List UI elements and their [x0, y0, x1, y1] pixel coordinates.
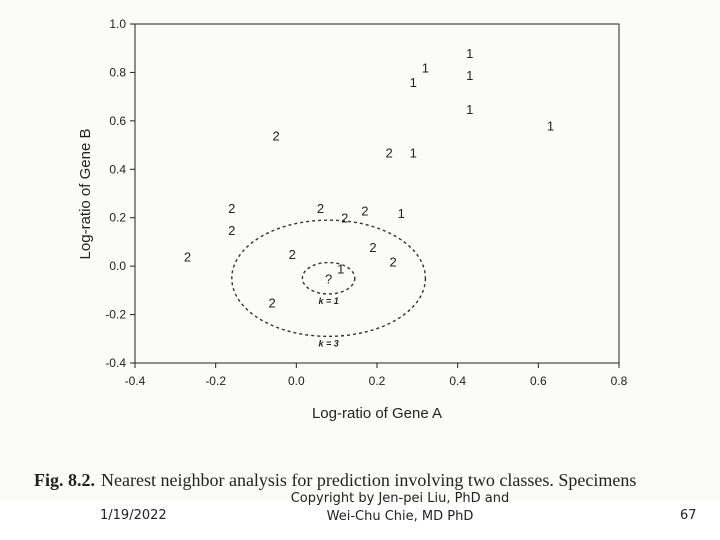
- data-point-class-2: 2: [317, 201, 324, 216]
- neighborhood-label: k = 3: [318, 338, 338, 348]
- y-tick-label: -0.2: [105, 308, 126, 322]
- data-point-class-2: 2: [269, 295, 276, 310]
- data-point-class-2: 2: [341, 211, 348, 226]
- y-tick-label: 0.4: [109, 162, 126, 176]
- x-tick-label: 0.8: [611, 374, 628, 388]
- caption-text: Nearest neighbor analysis for prediction…: [101, 470, 637, 490]
- x-tick-label: 0.6: [530, 374, 547, 388]
- neighborhood-circle-2: [231, 219, 427, 338]
- query-point: ?: [325, 271, 332, 286]
- x-tick-label: 0.2: [369, 374, 386, 388]
- axis-ticks: -0.4 -0.2 0.0 0.2 0.4 0.6 0.8 1.0 0.8 0.6 0.4 0.2 0.…: [105, 17, 627, 388]
- x-tick-label: -0.2: [205, 374, 226, 388]
- x-tick-label: 0.4: [449, 374, 466, 388]
- y-tick-label: 1.0: [109, 17, 126, 31]
- y-tick-label: 0.0: [109, 259, 126, 273]
- footer-copyright: Copyright by Jen-pei Liu, PhD and Wei-Ch…: [250, 490, 550, 526]
- plot-frame: [134, 23, 620, 364]
- data-point-class-2: 2: [273, 128, 280, 143]
- y-tick-label: 0.2: [109, 211, 126, 225]
- x-tick-label: -0.4: [125, 374, 146, 388]
- copyright-line-1: Copyright by Jen-pei Liu, PhD and: [290, 491, 510, 506]
- neighborhood-circles: k = 1 k = 3: [231, 219, 427, 348]
- data-point-class-2: 2: [228, 201, 235, 216]
- footer-page-number: 67: [680, 508, 697, 523]
- data-point-class-2: 2: [369, 240, 376, 255]
- y-tick-label: 0.6: [109, 114, 126, 128]
- y-axis-title: Log-ratio of Gene B: [77, 129, 94, 260]
- neighborhood-circle-1: [301, 261, 356, 295]
- neighborhood-label: k = 1: [318, 296, 338, 306]
- data-point-class-2: 2: [385, 145, 392, 160]
- data-point-class-2: 2: [289, 247, 296, 262]
- data-point-class-2: 2: [390, 254, 397, 269]
- data-point-class-1: 1: [337, 262, 344, 277]
- data-point-class-1: 1: [466, 68, 473, 83]
- data-point-class-2: 2: [361, 203, 368, 218]
- figure-caption: Fig. 8.2. Nearest neighbor analysis for p…: [34, 470, 714, 491]
- data-point-class-1: 1: [398, 206, 405, 221]
- data-point-class-1: 1: [410, 75, 417, 90]
- copyright-line-2: Wei-Chu Chie, MD PhD: [326, 509, 474, 524]
- x-axis-title: Log-ratio of Gene A: [312, 405, 442, 422]
- y-tick-label: -0.4: [105, 356, 126, 370]
- data-point-class-1: 1: [422, 61, 429, 76]
- scanned-figure: [0, 0, 720, 500]
- scatter-chart: -0.4 -0.2 0.0 0.2 0.4 0.6 0.8 1.0 0.8 0.6 0.4 0.2 0.…: [77, 17, 628, 422]
- data-point-class-1: 1: [547, 119, 554, 134]
- data-point-class-2: 2: [228, 223, 235, 238]
- data-point-class-1: 1: [466, 46, 473, 61]
- caption-fig-label: Fig. 8.2.: [34, 470, 95, 490]
- data-point-class-1: 1: [466, 102, 473, 117]
- x-tick-label: 0.0: [288, 374, 305, 388]
- data-point-class-2: 2: [184, 249, 191, 264]
- footer-date: 1/19/2022: [100, 508, 167, 523]
- y-tick-label: 0.8: [109, 65, 126, 79]
- data-point-class-1: 1: [410, 145, 417, 160]
